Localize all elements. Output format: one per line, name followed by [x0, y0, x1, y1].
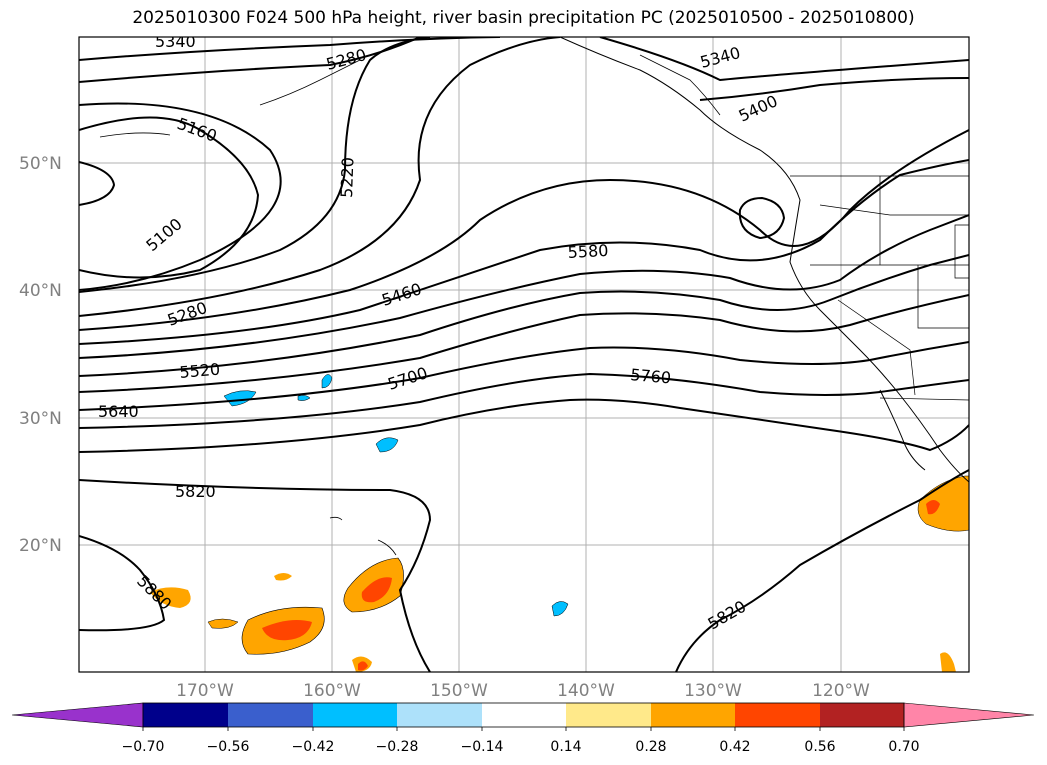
- colorbar-segment: [313, 703, 397, 727]
- colorbar-segment: [735, 703, 820, 727]
- colorbar-tick-label: 0.14: [550, 739, 581, 755]
- map-frame: [78, 36, 970, 673]
- precip-core-west: [262, 620, 312, 641]
- coastline-baja: [879, 389, 926, 471]
- colorbar-tick-label: 0.42: [719, 739, 750, 755]
- colorbar-segment: [651, 703, 735, 727]
- contour-closed-high: [738, 196, 786, 240]
- precip-core-mexico: [926, 500, 940, 515]
- precip-blob-small1: [207, 618, 239, 629]
- border-us-mexico: [879, 397, 969, 401]
- contour-5460: [79, 214, 969, 359]
- contour-low-center: [79, 161, 116, 206]
- colorbar-frame: [142, 702, 905, 728]
- precip-core-south: [358, 661, 368, 671]
- lon-label-170w: 170°W: [176, 681, 234, 701]
- contour-5100: [79, 102, 282, 291]
- graticule: [79, 37, 969, 672]
- colorbar-tick-label: −0.42: [292, 739, 335, 755]
- colorbar-segment: [397, 703, 482, 727]
- lon-label-150w: 150°W: [430, 681, 488, 701]
- colorbar-tick-label: −0.28: [376, 739, 419, 755]
- coastline-alaska-panhandle: [639, 54, 721, 116]
- lon-label-140w: 140°W: [557, 681, 615, 701]
- contour-5880: [79, 535, 166, 632]
- precip-blob-se: [940, 652, 956, 672]
- precip-neg-blob2: [321, 374, 333, 389]
- colorbar-tick-label: −0.56: [207, 739, 250, 755]
- colorbar-tick-label: 0.28: [635, 739, 666, 755]
- contour-label: 5340: [155, 32, 196, 51]
- hawaii-kauai: [329, 516, 343, 521]
- contour-5700: [79, 372, 969, 429]
- colorbar-tick-label: 0.70: [888, 739, 919, 755]
- contour-5340: [79, 129, 969, 331]
- precip-neg-blob1: [223, 390, 257, 407]
- border-wyoming: [954, 224, 969, 279]
- precip-blob-small2: [274, 573, 292, 581]
- map-title: 2025010300 F024 500 hPa height, river ba…: [132, 8, 915, 28]
- height-contours: [79, 37, 969, 672]
- contour-label: 5580: [567, 241, 609, 262]
- colorbar-segment: [482, 703, 566, 727]
- lat-label-20n: 20°N: [19, 536, 62, 556]
- contour-5400: [79, 159, 969, 345]
- precip-core-hawaii: [361, 577, 392, 603]
- map-area: 5340 5280 5160 5100 5220 5280 5520 5640 …: [79, 32, 969, 672]
- colorbar-extend-high: [903, 702, 1035, 728]
- border-washington-oregon: [819, 204, 969, 216]
- colorbar-tick-label: −0.14: [461, 739, 504, 755]
- contour-5280: [79, 37, 561, 317]
- colorbar-segment: [566, 703, 651, 727]
- lat-labels: 50°N 40°N 30°N 20°N: [19, 154, 62, 556]
- contour-label: 5760: [630, 365, 672, 387]
- contour-5520: [79, 254, 969, 377]
- contour-5640: [79, 341, 969, 411]
- lat-label-30n: 30°N: [19, 409, 62, 429]
- precip-neg-blob4: [375, 437, 399, 453]
- contour-5820-west: [79, 479, 432, 672]
- contour-5760: [79, 398, 969, 453]
- colorbar-segment: [228, 703, 313, 727]
- precip-neg-blob3: [297, 395, 311, 401]
- border-california-nevada: [837, 299, 916, 396]
- precip-blob-mexico: [917, 475, 969, 532]
- colorbar-segment: [820, 703, 904, 727]
- precip-neg-blob5: [551, 601, 569, 617]
- lat-label-50n: 50°N: [19, 154, 62, 174]
- lon-label-130w: 130°W: [684, 681, 742, 701]
- lat-label-40n: 40°N: [19, 281, 62, 301]
- lon-label-160w: 160°W: [303, 681, 361, 701]
- colorbar-extend-low: [11, 702, 144, 728]
- contour-label: 5640: [98, 402, 139, 421]
- lon-labels: 170°W 160°W 150°W 140°W 130°W 120°W: [176, 681, 870, 701]
- contour-label: 5820: [175, 482, 216, 501]
- contour-5340-ne: [599, 37, 969, 82]
- political-borders: [790, 175, 969, 401]
- hawaii-island: [377, 539, 397, 556]
- contour-label: 5220: [337, 157, 357, 198]
- colorbar-tick-label: −0.70: [122, 739, 165, 755]
- colorbar-segment: [143, 703, 228, 727]
- precip-blob-far-west: [150, 587, 191, 608]
- coastline-aleutians: [99, 132, 171, 138]
- colorbar-ticks: [142, 727, 905, 731]
- contour-5160: [79, 116, 260, 279]
- lon-label-120w: 120°W: [812, 681, 870, 701]
- contour-label: 5520: [179, 360, 221, 382]
- contour-5340-nw: [79, 37, 501, 61]
- coastline-alaska-south: [259, 59, 361, 106]
- colorbar: −0.70 −0.56 −0.42 −0.28 −0.14 0.14 0.28 …: [11, 702, 1035, 755]
- contour-5580: [79, 294, 969, 393]
- colorbar-tick-label: 0.56: [804, 739, 835, 755]
- precip-shading: [150, 374, 969, 672]
- border-nevada-utah: [917, 265, 969, 329]
- contour-5820-east: [675, 469, 969, 672]
- contour-5400-ne: [699, 77, 969, 101]
- contour-5220: [79, 37, 431, 293]
